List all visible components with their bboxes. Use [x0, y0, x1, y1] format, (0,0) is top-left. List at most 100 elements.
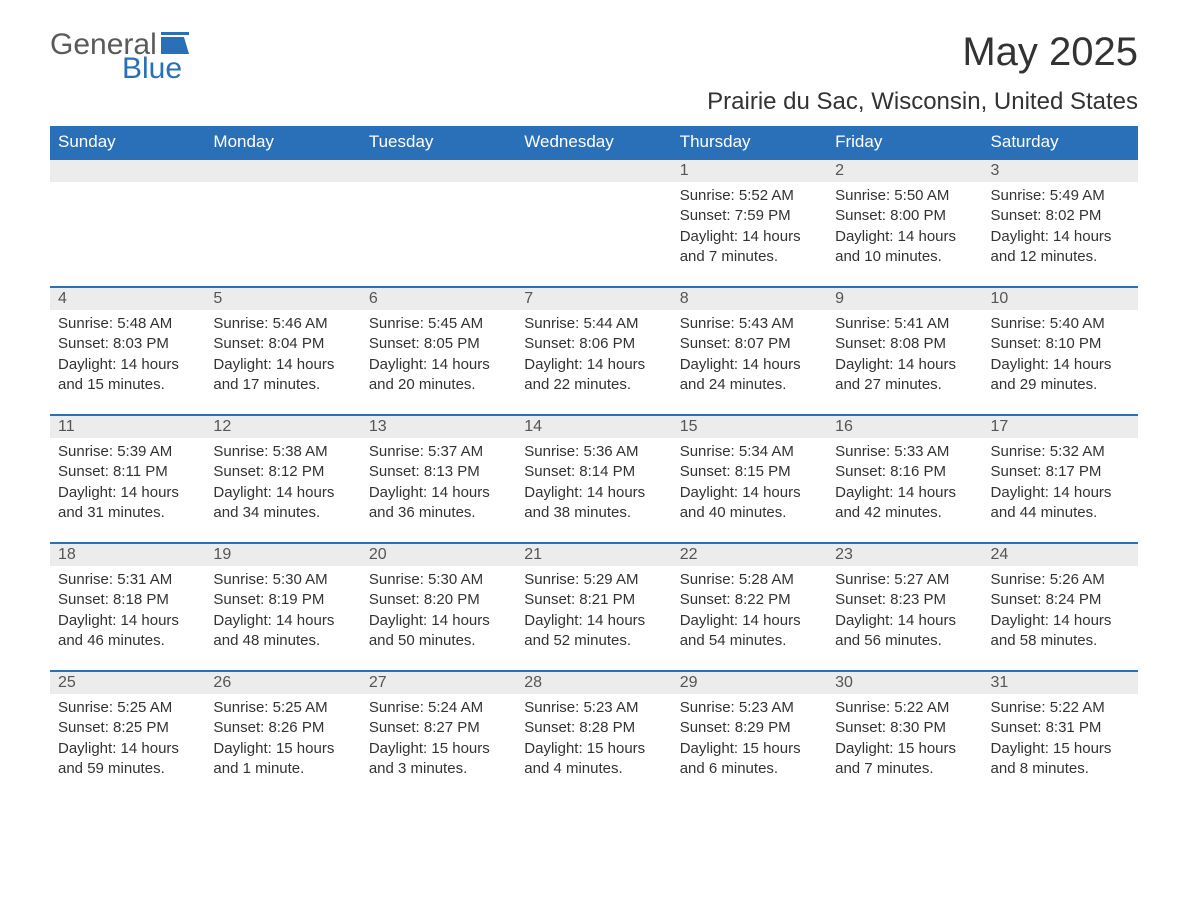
sunset-text: Sunset: 8:05 PM — [369, 334, 508, 354]
logo-text-blue: Blue — [122, 54, 189, 84]
sunset-text: Sunset: 8:24 PM — [991, 590, 1130, 610]
calendar-cell: 8Sunrise: 5:43 AMSunset: 8:07 PMDaylight… — [672, 286, 827, 414]
sunset-text: Sunset: 8:02 PM — [991, 206, 1130, 226]
day-details: Sunrise: 5:23 AMSunset: 8:29 PMDaylight:… — [672, 694, 827, 783]
day-details: Sunrise: 5:45 AMSunset: 8:05 PMDaylight:… — [361, 310, 516, 399]
calendar-cell: 25Sunrise: 5:25 AMSunset: 8:25 PMDayligh… — [50, 670, 205, 798]
day-details: Sunrise: 5:41 AMSunset: 8:08 PMDaylight:… — [827, 310, 982, 399]
day-number: 31 — [983, 670, 1138, 694]
day-number: 15 — [672, 414, 827, 438]
day-details: Sunrise: 5:22 AMSunset: 8:30 PMDaylight:… — [827, 694, 982, 783]
day-details: Sunrise: 5:34 AMSunset: 8:15 PMDaylight:… — [672, 438, 827, 527]
calendar-cell: 9Sunrise: 5:41 AMSunset: 8:08 PMDaylight… — [827, 286, 982, 414]
sunrise-text: Sunrise: 5:23 AM — [524, 698, 663, 718]
daylight-text: Daylight: 14 hours and 48 minutes. — [213, 611, 352, 652]
day-number: 12 — [205, 414, 360, 438]
sunrise-text: Sunrise: 5:31 AM — [58, 570, 197, 590]
daylight-text: Daylight: 14 hours and 29 minutes. — [991, 355, 1130, 396]
sunset-text: Sunset: 8:10 PM — [991, 334, 1130, 354]
day-number: 14 — [516, 414, 671, 438]
sunset-text: Sunset: 8:08 PM — [835, 334, 974, 354]
daylight-text: Daylight: 14 hours and 54 minutes. — [680, 611, 819, 652]
day-details: Sunrise: 5:30 AMSunset: 8:20 PMDaylight:… — [361, 566, 516, 655]
sunrise-text: Sunrise: 5:27 AM — [835, 570, 974, 590]
day-number: 7 — [516, 286, 671, 310]
day-number: 21 — [516, 542, 671, 566]
sunrise-text: Sunrise: 5:40 AM — [991, 314, 1130, 334]
daylight-text: Daylight: 14 hours and 20 minutes. — [369, 355, 508, 396]
sunrise-text: Sunrise: 5:50 AM — [835, 186, 974, 206]
weekday-header: Saturday — [983, 126, 1138, 158]
daylight-text: Daylight: 15 hours and 4 minutes. — [524, 739, 663, 780]
day-number: 10 — [983, 286, 1138, 310]
sunset-text: Sunset: 8:07 PM — [680, 334, 819, 354]
daylight-text: Daylight: 14 hours and 34 minutes. — [213, 483, 352, 524]
daylight-text: Daylight: 14 hours and 36 minutes. — [369, 483, 508, 524]
sunset-text: Sunset: 8:20 PM — [369, 590, 508, 610]
day-number: 9 — [827, 286, 982, 310]
day-details: Sunrise: 5:38 AMSunset: 8:12 PMDaylight:… — [205, 438, 360, 527]
day-number: 2 — [827, 158, 982, 182]
calendar-cell: 28Sunrise: 5:23 AMSunset: 8:28 PMDayligh… — [516, 670, 671, 798]
sunset-text: Sunset: 8:11 PM — [58, 462, 197, 482]
calendar-cell — [516, 158, 671, 286]
day-details: Sunrise: 5:40 AMSunset: 8:10 PMDaylight:… — [983, 310, 1138, 399]
day-details: Sunrise: 5:49 AMSunset: 8:02 PMDaylight:… — [983, 182, 1138, 271]
day-number: 24 — [983, 542, 1138, 566]
day-number — [516, 158, 671, 182]
sunset-text: Sunset: 8:31 PM — [991, 718, 1130, 738]
calendar-cell: 22Sunrise: 5:28 AMSunset: 8:22 PMDayligh… — [672, 542, 827, 670]
day-number: 13 — [361, 414, 516, 438]
sunrise-text: Sunrise: 5:45 AM — [369, 314, 508, 334]
day-number: 30 — [827, 670, 982, 694]
calendar-cell: 14Sunrise: 5:36 AMSunset: 8:14 PMDayligh… — [516, 414, 671, 542]
calendar-cell: 5Sunrise: 5:46 AMSunset: 8:04 PMDaylight… — [205, 286, 360, 414]
daylight-text: Daylight: 14 hours and 24 minutes. — [680, 355, 819, 396]
calendar-cell — [205, 158, 360, 286]
calendar-week-row: 18Sunrise: 5:31 AMSunset: 8:18 PMDayligh… — [50, 542, 1138, 670]
page-title: May 2025 — [962, 30, 1138, 75]
daylight-text: Daylight: 14 hours and 7 minutes. — [680, 227, 819, 268]
calendar-cell: 21Sunrise: 5:29 AMSunset: 8:21 PMDayligh… — [516, 542, 671, 670]
sunset-text: Sunset: 8:06 PM — [524, 334, 663, 354]
sunrise-text: Sunrise: 5:30 AM — [213, 570, 352, 590]
calendar-cell: 23Sunrise: 5:27 AMSunset: 8:23 PMDayligh… — [827, 542, 982, 670]
sunrise-text: Sunrise: 5:37 AM — [369, 442, 508, 462]
daylight-text: Daylight: 15 hours and 8 minutes. — [991, 739, 1130, 780]
day-number: 28 — [516, 670, 671, 694]
daylight-text: Daylight: 14 hours and 42 minutes. — [835, 483, 974, 524]
day-number: 6 — [361, 286, 516, 310]
day-number: 4 — [50, 286, 205, 310]
day-details: Sunrise: 5:50 AMSunset: 8:00 PMDaylight:… — [827, 182, 982, 271]
day-number: 22 — [672, 542, 827, 566]
calendar-cell: 4Sunrise: 5:48 AMSunset: 8:03 PMDaylight… — [50, 286, 205, 414]
location-subtitle: Prairie du Sac, Wisconsin, United States — [50, 88, 1138, 116]
weekday-header: Sunday — [50, 126, 205, 158]
sunrise-text: Sunrise: 5:33 AM — [835, 442, 974, 462]
sunrise-text: Sunrise: 5:39 AM — [58, 442, 197, 462]
daylight-text: Daylight: 14 hours and 27 minutes. — [835, 355, 974, 396]
sunrise-text: Sunrise: 5:41 AM — [835, 314, 974, 334]
sunset-text: Sunset: 8:27 PM — [369, 718, 508, 738]
day-number: 26 — [205, 670, 360, 694]
day-number: 1 — [672, 158, 827, 182]
daylight-text: Daylight: 15 hours and 7 minutes. — [835, 739, 974, 780]
calendar-cell — [361, 158, 516, 286]
day-number — [205, 158, 360, 182]
sunset-text: Sunset: 8:15 PM — [680, 462, 819, 482]
day-details: Sunrise: 5:22 AMSunset: 8:31 PMDaylight:… — [983, 694, 1138, 783]
day-details: Sunrise: 5:37 AMSunset: 8:13 PMDaylight:… — [361, 438, 516, 527]
calendar-week-row: 1Sunrise: 5:52 AMSunset: 7:59 PMDaylight… — [50, 158, 1138, 286]
calendar-cell: 6Sunrise: 5:45 AMSunset: 8:05 PMDaylight… — [361, 286, 516, 414]
day-details: Sunrise: 5:27 AMSunset: 8:23 PMDaylight:… — [827, 566, 982, 655]
calendar-body: 1Sunrise: 5:52 AMSunset: 7:59 PMDaylight… — [50, 158, 1138, 798]
weekday-header-row: Sunday Monday Tuesday Wednesday Thursday… — [50, 126, 1138, 158]
calendar-cell: 12Sunrise: 5:38 AMSunset: 8:12 PMDayligh… — [205, 414, 360, 542]
sunrise-text: Sunrise: 5:30 AM — [369, 570, 508, 590]
day-number — [50, 158, 205, 182]
day-details: Sunrise: 5:23 AMSunset: 8:28 PMDaylight:… — [516, 694, 671, 783]
sunrise-text: Sunrise: 5:46 AM — [213, 314, 352, 334]
sunset-text: Sunset: 8:19 PM — [213, 590, 352, 610]
daylight-text: Daylight: 15 hours and 1 minute. — [213, 739, 352, 780]
calendar-cell: 2Sunrise: 5:50 AMSunset: 8:00 PMDaylight… — [827, 158, 982, 286]
